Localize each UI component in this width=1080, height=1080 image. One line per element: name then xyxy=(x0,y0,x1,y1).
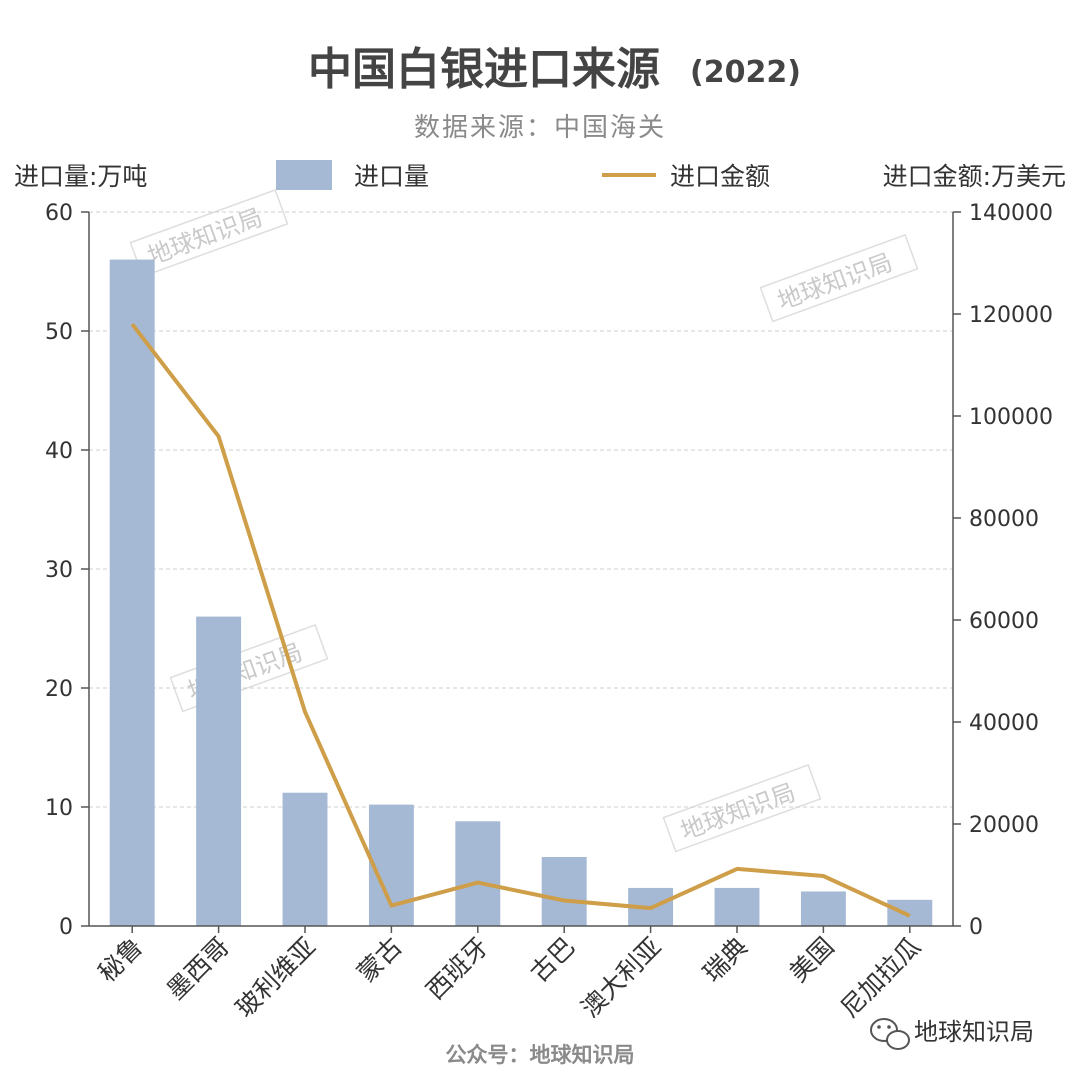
left-tick-label: 50 xyxy=(45,320,73,345)
watermark-box xyxy=(129,188,289,278)
bar-西班牙 xyxy=(455,821,501,926)
footer-text: 公众号：地球知识局 xyxy=(446,1043,635,1067)
bar-美国 xyxy=(800,891,846,926)
bars xyxy=(109,259,933,927)
watermarks: 地球知识局 地球知识局 地球知识局 地球知识局 xyxy=(129,188,919,853)
right-tick-label: 60000 xyxy=(969,609,1039,634)
amount-line xyxy=(130,322,911,918)
brand-name: 地球知识局 xyxy=(914,1018,1034,1046)
wechat-icon xyxy=(870,1018,910,1050)
category-label: 墨西哥 xyxy=(161,932,235,1006)
legend-bar-label: 进口量 xyxy=(354,162,429,191)
category-label: 秘鲁 xyxy=(93,932,149,988)
chart-subtitle: 数据来源：中国海关 xyxy=(414,113,666,143)
left-tick-label: 10 xyxy=(45,796,73,821)
bar-玻利维亚 xyxy=(282,792,328,926)
category-label: 西班牙 xyxy=(420,932,494,1006)
watermark-box xyxy=(662,763,822,853)
tick-labels: 0 10 20 30 40 50 60 0 20000 40000 60000 80000 100000… xyxy=(45,201,1053,940)
bar-秘鲁 xyxy=(109,259,155,927)
left-tick-label: 60 xyxy=(45,201,73,226)
category-label: 尼加拉瓜 xyxy=(835,932,926,1023)
right-tick-label: 100000 xyxy=(969,405,1053,430)
watermark-text: 地球知识局 xyxy=(144,203,266,270)
category-label: 澳大利亚 xyxy=(576,932,667,1023)
watermark-box xyxy=(169,623,329,713)
right-tick-label: 20000 xyxy=(969,813,1039,838)
legend-line-label: 进口金额 xyxy=(670,162,770,191)
bar-蒙古 xyxy=(368,804,414,926)
left-tick-label: 40 xyxy=(45,439,73,464)
watermark-box xyxy=(759,233,919,323)
amount-series-line xyxy=(130,322,911,918)
left-tick-label: 20 xyxy=(45,677,73,702)
category-label: 美国 xyxy=(784,932,840,988)
right-tick-label: 140000 xyxy=(969,201,1053,226)
left-tick-label: 30 xyxy=(45,558,73,583)
bar-瑞典 xyxy=(714,887,760,926)
axes xyxy=(81,211,961,933)
right-tick-label: 0 xyxy=(969,915,983,940)
chart-title-year: (2022) xyxy=(690,55,801,90)
right-tick-label: 80000 xyxy=(969,507,1039,532)
chart-title: 中国白银进口来源 xyxy=(308,44,660,95)
watermark-text: 地球知识局 xyxy=(677,778,799,845)
bar-尼加拉瓜 xyxy=(887,899,933,926)
left-tick-label: 0 xyxy=(59,915,73,940)
category-label: 古巴 xyxy=(525,932,581,988)
watermark-text: 地球知识局 xyxy=(774,248,896,315)
left-axis-label: 进口量:万吨 xyxy=(14,162,147,191)
category-label: 玻利维亚 xyxy=(230,932,321,1023)
bar-古巴 xyxy=(541,856,587,926)
right-tick-label: 40000 xyxy=(969,711,1039,736)
right-axis-label: 进口金额:万美元 xyxy=(883,162,1066,191)
bar-墨西哥 xyxy=(196,616,242,926)
right-tick-label: 120000 xyxy=(969,303,1053,328)
category-label: 瑞典 xyxy=(697,932,753,988)
category-label: 蒙古 xyxy=(352,932,408,988)
legend-bar-swatch xyxy=(276,160,332,190)
